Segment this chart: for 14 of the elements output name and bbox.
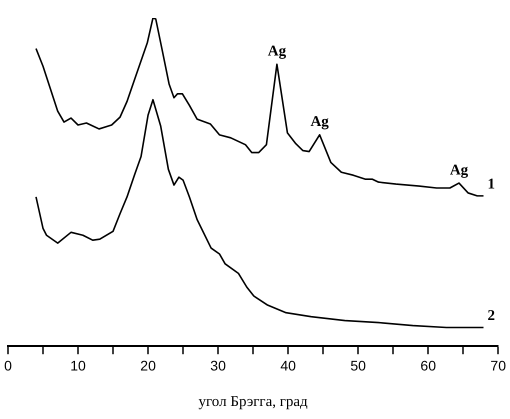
- x-axis-title: угол Брэгга, град: [198, 394, 308, 410]
- x-tick-label: 0: [4, 357, 12, 374]
- x-tick-label: 70: [490, 357, 506, 374]
- x-tick-label: 20: [140, 357, 156, 374]
- series-label: 1: [488, 176, 496, 192]
- series-label: 2: [488, 308, 496, 324]
- annotation: Ag: [450, 162, 469, 178]
- annotation: Ag: [268, 44, 287, 60]
- x-tick-label: 50: [350, 357, 366, 374]
- x-tick-label: 40: [280, 357, 296, 374]
- x-tick-label: 10: [70, 357, 86, 374]
- x-tick-label: 60: [420, 357, 436, 374]
- x-tick-label: 30: [210, 357, 226, 374]
- annotation: Ag: [310, 114, 330, 130]
